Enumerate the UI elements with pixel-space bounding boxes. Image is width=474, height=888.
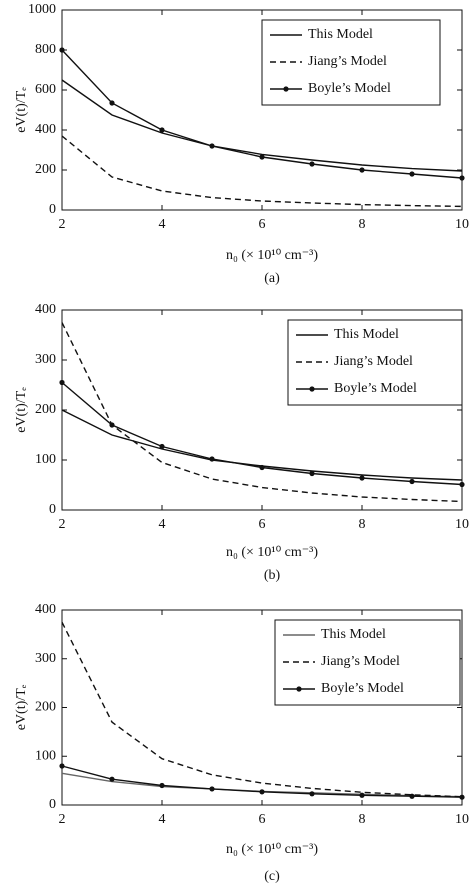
- y-tick-label: 100: [35, 748, 56, 763]
- y-tick-label: 0: [49, 797, 56, 812]
- legend-label: This Model: [308, 27, 373, 42]
- x-tick-label: 10: [455, 517, 469, 532]
- data-point: [159, 443, 165, 450]
- data-point: [409, 793, 415, 799]
- data-point: [309, 161, 315, 167]
- data-point: [209, 786, 215, 792]
- x-axis-label: n₀ (× 10¹⁰ cm⁻³): [226, 842, 318, 857]
- data-point: [259, 789, 265, 795]
- y-tick-label: 200: [35, 402, 56, 417]
- legend-label: Jiang’s Model: [308, 54, 387, 69]
- x-tick-label: 6: [259, 812, 266, 827]
- data-point: [359, 475, 365, 481]
- y-tick-label: 0: [49, 502, 56, 517]
- data-point: [409, 171, 415, 177]
- x-tick-label: 4: [159, 217, 166, 232]
- y-tick-label: 200: [35, 162, 56, 177]
- data-point: [459, 794, 465, 800]
- data-point: [259, 464, 265, 471]
- x-tick-label: 2: [59, 517, 66, 532]
- caption: (a): [264, 271, 280, 286]
- x-tick-label: 2: [59, 812, 66, 827]
- y-tick-label: 400: [35, 122, 56, 137]
- x-axis-label: n₀ (× 10¹⁰ cm⁻³): [226, 248, 318, 263]
- series-line: [61, 322, 463, 503]
- x-tick-label: 4: [159, 517, 166, 532]
- data-point: [309, 791, 315, 797]
- y-tick-label: 600: [35, 82, 56, 97]
- y-tick-label: 800: [35, 42, 56, 57]
- data-point: [209, 143, 215, 149]
- x-tick-label: 6: [259, 217, 266, 232]
- legend-marker: [283, 86, 289, 92]
- y-tick-label: 1000: [28, 2, 56, 17]
- data-point: [409, 478, 415, 485]
- y-tick-label: 400: [35, 602, 56, 617]
- y-tick-label: 100: [35, 452, 56, 467]
- x-tick-label: 8: [359, 217, 366, 232]
- data-point: [109, 776, 115, 782]
- data-point: [309, 470, 315, 477]
- legend-label: Boyle’s Model: [321, 681, 404, 696]
- series-line: [61, 621, 463, 798]
- x-tick-label: 4: [159, 812, 166, 827]
- y-tick-label: 400: [35, 302, 56, 317]
- y-axis-label: eV(t)/Tₑ: [14, 387, 29, 433]
- caption: (c): [264, 869, 280, 884]
- y-tick-label: 300: [35, 352, 56, 367]
- data-point: [209, 456, 215, 462]
- data-point: [159, 782, 165, 789]
- y-tick-label: 200: [35, 700, 56, 715]
- legend-marker: [296, 686, 302, 692]
- legend-label: Boyle’s Model: [334, 381, 417, 396]
- y-tick-label: 300: [35, 651, 56, 666]
- x-tick-label: 10: [455, 217, 469, 232]
- series-line: [61, 135, 463, 208]
- data-point: [459, 481, 465, 488]
- data-point: [359, 792, 365, 798]
- legend-label: Jiang’s Model: [321, 654, 400, 669]
- data-point: [59, 763, 65, 769]
- x-tick-label: 8: [359, 517, 366, 532]
- data-point: [359, 167, 365, 173]
- legend-label: This Model: [321, 627, 386, 642]
- x-tick-label: 10: [455, 812, 469, 827]
- data-point: [59, 47, 65, 53]
- legend-label: Boyle’s Model: [308, 81, 391, 96]
- y-tick-label: 0: [49, 202, 56, 217]
- legend-label: Jiang’s Model: [334, 354, 413, 369]
- series-line: [61, 79, 463, 172]
- data-point: [109, 100, 115, 106]
- x-tick-label: 8: [359, 812, 366, 827]
- data-point: [109, 422, 115, 428]
- x-tick-label: 2: [59, 217, 66, 232]
- data-point: [59, 379, 65, 386]
- caption: (b): [264, 568, 281, 583]
- x-tick-label: 6: [259, 517, 266, 532]
- data-point: [459, 175, 465, 181]
- y-axis-label: eV(t)/Tₑ: [14, 684, 29, 730]
- data-point: [259, 154, 265, 160]
- legend-marker: [309, 386, 315, 392]
- legend-label: This Model: [334, 327, 399, 342]
- data-point: [159, 127, 165, 133]
- x-axis-label: n₀ (× 10¹⁰ cm⁻³): [226, 545, 318, 560]
- y-axis-label: eV(t)/Tₑ: [14, 87, 29, 133]
